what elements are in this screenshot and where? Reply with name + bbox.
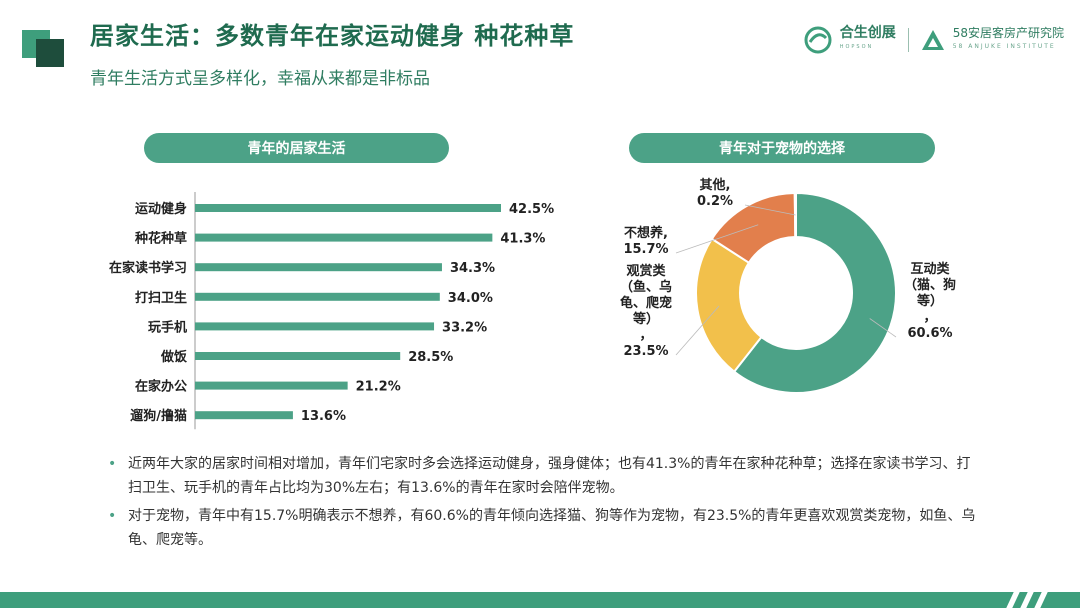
page-subtitle: 青年生活方式呈多样化，幸福从来都是非标品 xyxy=(90,69,430,89)
footer-bar xyxy=(0,592,1080,608)
note-text: 近两年大家的居家时间相对增加，青年们宅家时多会选择运动健身，强身健体；也有41.… xyxy=(128,456,971,496)
donut-label: 等） xyxy=(916,293,943,309)
footer-stripe xyxy=(1020,592,1034,608)
bar-value-label: 33.2% xyxy=(442,320,487,335)
bar-value-label: 42.5% xyxy=(509,202,554,217)
hopson-logo-icon xyxy=(804,26,832,54)
brand-hopson: 合生创展 HOPSON xyxy=(840,26,896,54)
bullet-icon: • xyxy=(108,508,117,524)
donut-label: 其他, xyxy=(700,177,731,193)
bar xyxy=(195,204,501,212)
bar-category-label: 在家读书学习 xyxy=(109,260,187,276)
bar xyxy=(195,352,401,360)
brand-logos: 合生创展 HOPSON 58安居客房产研究院 58 ANJUKE INSTITU… xyxy=(804,26,1064,54)
donut-label: 15.7% xyxy=(623,242,668,257)
note-item: • 近两年大家的居家时间相对增加，青年们宅家时多会选择运动健身，强身健体；也有4… xyxy=(108,452,978,500)
donut-label: 观赏类 xyxy=(626,263,666,279)
donut-chart: 互动类（猫、狗等），60.6%观赏类（鱼、乌龟、爬宠等），23.5%不想养,15… xyxy=(620,177,956,394)
brand-anjuke-name: 58安居客房产研究院 xyxy=(952,26,1064,40)
donut-label: 60.6% xyxy=(907,326,952,341)
bar-category-label: 在家办公 xyxy=(135,379,187,395)
bar xyxy=(195,263,442,272)
page-title: 居家生活：多数青年在家运动健身 种花种草 xyxy=(90,22,575,50)
logo-square-dark xyxy=(36,39,64,67)
bar-value-label: 28.5% xyxy=(408,350,453,365)
note-item: • 对于宠物，青年中有15.7%明确表示不想养，有60.6%的青年倾向选择猫、狗… xyxy=(108,504,978,552)
donut-leader-line xyxy=(744,204,796,216)
donut-label: 23.5% xyxy=(623,344,668,359)
donut-leader-line xyxy=(675,305,720,356)
donut-label: 0.2% xyxy=(697,194,733,209)
donut-label: 互动类 xyxy=(910,261,950,277)
bar-value-label: 21.2% xyxy=(356,380,401,395)
donut-label: （猫、狗 xyxy=(904,277,956,293)
donut-label: 不想养, xyxy=(624,225,668,241)
donut-label: 龟、爬宠 xyxy=(620,295,672,311)
bar-category-label: 玩手机 xyxy=(148,319,187,335)
bar-category-label: 做饭 xyxy=(160,349,187,365)
note-text: 对于宠物，青年中有15.7%明确表示不想养，有60.6%的青年倾向选择猫、狗等作… xyxy=(128,508,976,548)
donut-label: （鱼、乌 xyxy=(620,279,672,295)
footer-stripe xyxy=(1034,592,1048,608)
brand-anjuke: 58安居客房产研究院 58 ANJUKE INSTITUTE xyxy=(953,27,1064,53)
bar xyxy=(195,381,348,390)
donut-label: 等） xyxy=(632,311,659,327)
bar-value-label: 34.3% xyxy=(450,261,495,276)
brand-anjuke-en: 58 ANJUKE INSTITUTE xyxy=(952,43,1056,50)
bar-value-label: 41.3% xyxy=(500,232,545,247)
bar-value-label: 13.6% xyxy=(301,409,346,424)
bar-chart: 运动健身 42.5% 种花种草 41.3% 在家读书学习 34.3% 打扫卫生 34.0% 玩手… xyxy=(109,192,554,430)
brand-hopson-en: HOPSON xyxy=(839,44,874,50)
corner-logo xyxy=(22,30,66,67)
donut-leader-line xyxy=(675,224,759,254)
footer-stripe xyxy=(1006,592,1020,608)
donut-leader-line xyxy=(869,318,897,338)
brand-hopson-name: 合生创展 xyxy=(839,25,896,41)
donut-label: ， xyxy=(639,328,652,343)
notes: • 近两年大家的居家时间相对增加，青年们宅家时多会选择运动健身，强身健体；也有4… xyxy=(108,452,978,556)
bar-category-label: 打扫卫生 xyxy=(135,290,187,306)
brand-divider xyxy=(907,28,909,52)
bar-category-label: 种花种草 xyxy=(134,231,187,247)
bar-category-label: 运动健身 xyxy=(135,201,187,217)
bar xyxy=(195,411,293,420)
bar-chart-title: 青年的居家生活 xyxy=(144,133,449,163)
bar xyxy=(195,233,493,242)
bullet-icon: • xyxy=(108,456,117,472)
anjuke-logo-icon xyxy=(921,30,944,50)
pie-chart-title: 青年对于宠物的选择 xyxy=(629,133,935,163)
donut-slice xyxy=(732,191,897,394)
bar xyxy=(195,322,435,331)
bar-category-label: 遛狗/撸猫 xyxy=(129,408,187,424)
bar-value-label: 34.0% xyxy=(448,291,493,306)
donut-label: ， xyxy=(923,310,936,325)
bar xyxy=(195,292,440,301)
